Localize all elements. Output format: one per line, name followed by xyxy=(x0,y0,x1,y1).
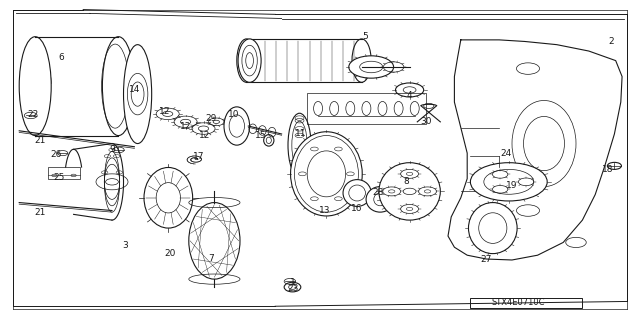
Text: 27: 27 xyxy=(481,256,492,264)
Text: 12: 12 xyxy=(159,107,171,116)
Text: 14: 14 xyxy=(129,85,140,94)
Text: 3: 3 xyxy=(122,241,127,250)
Text: 12: 12 xyxy=(180,122,191,130)
Text: 10: 10 xyxy=(228,110,239,119)
Ellipse shape xyxy=(468,203,517,254)
Ellipse shape xyxy=(19,37,51,136)
Ellipse shape xyxy=(366,187,394,212)
Circle shape xyxy=(470,163,547,201)
Text: 2: 2 xyxy=(609,37,614,46)
Text: 24: 24 xyxy=(500,149,511,158)
Text: 17: 17 xyxy=(193,152,204,161)
Ellipse shape xyxy=(102,37,134,136)
Ellipse shape xyxy=(343,180,371,206)
Circle shape xyxy=(396,83,424,97)
Text: 1: 1 xyxy=(291,278,296,287)
Text: 8: 8 xyxy=(404,177,409,186)
Text: 6: 6 xyxy=(58,53,63,62)
Text: 13: 13 xyxy=(319,206,331,215)
Ellipse shape xyxy=(352,39,371,82)
Text: 9: 9 xyxy=(109,145,115,154)
Text: 21: 21 xyxy=(34,208,45,217)
Text: 30: 30 xyxy=(420,117,431,126)
Bar xyxy=(48,167,80,179)
Text: 19: 19 xyxy=(506,181,518,189)
Text: 20: 20 xyxy=(164,249,175,258)
Ellipse shape xyxy=(224,107,250,145)
Text: 16: 16 xyxy=(351,204,363,213)
Text: 7: 7 xyxy=(209,254,214,263)
Text: 11: 11 xyxy=(295,130,307,138)
Ellipse shape xyxy=(291,132,362,216)
Ellipse shape xyxy=(124,45,152,144)
Ellipse shape xyxy=(144,167,193,228)
Text: 5: 5 xyxy=(362,32,367,41)
Bar xyxy=(307,93,426,124)
Text: 18: 18 xyxy=(602,165,614,174)
Ellipse shape xyxy=(237,39,256,82)
Text: STX4E0710C: STX4E0710C xyxy=(492,298,545,307)
Text: 12: 12 xyxy=(199,131,211,140)
Text: 23: 23 xyxy=(287,284,299,293)
Ellipse shape xyxy=(379,163,440,220)
Text: 29: 29 xyxy=(205,114,217,123)
Text: 25: 25 xyxy=(53,173,65,182)
Text: 22: 22 xyxy=(28,110,39,119)
Text: 28: 28 xyxy=(372,189,383,197)
Bar xyxy=(470,298,582,308)
Ellipse shape xyxy=(288,113,311,177)
Ellipse shape xyxy=(238,39,261,82)
Ellipse shape xyxy=(189,203,240,279)
Text: 15: 15 xyxy=(255,131,266,140)
Circle shape xyxy=(349,56,394,78)
Text: 21: 21 xyxy=(34,136,45,145)
Text: 26: 26 xyxy=(51,150,62,159)
Text: 4: 4 xyxy=(407,91,412,100)
